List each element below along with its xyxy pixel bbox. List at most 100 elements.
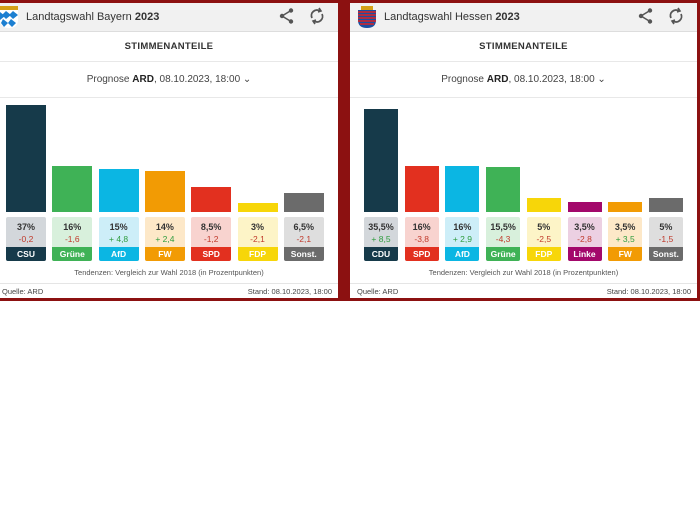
share-icon[interactable] — [278, 7, 296, 25]
party-name: FDP — [526, 247, 561, 261]
widget-title: Landtagswahl Hessen 2023 — [384, 11, 520, 23]
party-name: Grüne — [52, 247, 93, 261]
share-value: 5% — [659, 222, 673, 232]
party-name: FDP — [237, 247, 278, 261]
party-name: AfD — [445, 247, 480, 261]
bar-SPD — [191, 187, 232, 212]
party-name: Sonst. — [283, 247, 324, 261]
share-value: 5% — [537, 222, 551, 232]
change-value: -1,2 — [203, 234, 219, 244]
section-title: STIMMENANTEILE — [0, 32, 338, 62]
party-result-box: 6,5% -2,1 Sonst. — [283, 217, 324, 261]
bar-AfD — [98, 168, 139, 212]
share-value: 3% — [250, 222, 264, 232]
party-name: CDU — [364, 247, 398, 261]
results-chart: 35,5% + 8,5 CDU 16% -3,8 SPD 16% + 2,9 AfD 15,5% -… — [350, 103, 697, 263]
change-value: -0,2 — [18, 234, 34, 244]
source-label: Quelle: ARD — [357, 287, 399, 296]
party-name: Sonst. — [648, 247, 683, 261]
share-icon[interactable] — [637, 7, 655, 25]
change-value: + 4,8 — [109, 234, 129, 244]
widget-header: Landtagswahl Bayern 2023 — [0, 3, 338, 32]
bar-SPD — [404, 165, 439, 212]
party-result-box: 5% -1,5 Sonst. — [648, 217, 683, 261]
change-value: + 2,4 — [155, 234, 175, 244]
bavaria-crest-icon — [0, 6, 18, 28]
party-name: CSU — [6, 247, 46, 261]
hesse-crest-icon — [358, 6, 376, 28]
widget-title: Landtagswahl Bayern 2023 — [26, 11, 160, 23]
tendency-note: Tendenzen: Vergleich zur Wahl 2018 (in P… — [428, 268, 619, 277]
share-value: 35,5% — [368, 222, 394, 232]
party-result-box: 15,5% -4,3 Grüne — [486, 217, 521, 261]
change-value: -2,1 — [296, 234, 312, 244]
party-name: AfD — [98, 247, 139, 261]
stand-label: Stand: 08.10.2023, 18:00 — [247, 287, 332, 296]
bar-CDU — [364, 109, 398, 212]
party-result-box: 8,5% -1,2 SPD — [191, 217, 232, 261]
party-result-box: 16% -3,8 SPD — [404, 217, 439, 261]
bar-FDP — [237, 203, 278, 212]
bar-FW — [608, 201, 643, 212]
prognose-dropdown[interactable]: Prognose ARD, 08.10.2023, 18:00 ⌄ — [0, 62, 338, 98]
party-name: FW — [144, 247, 185, 261]
party-name: FW — [608, 247, 643, 261]
bar-CSU — [6, 104, 46, 212]
share-value: 16% — [63, 222, 82, 232]
bar-FDP — [526, 197, 561, 212]
refresh-icon[interactable] — [667, 7, 685, 25]
stand-label: Stand: 08.10.2023, 18:00 — [606, 287, 691, 296]
party-result-box: 37% -0,2 CSU — [6, 217, 46, 261]
chevron-down-icon: ⌄ — [242, 74, 252, 85]
change-value: -3,8 — [414, 234, 430, 244]
party-result-box: 5% -2,5 FDP — [526, 217, 561, 261]
share-value: 15,5% — [490, 222, 516, 232]
widget-header: Landtagswahl Hessen 2023 — [350, 3, 697, 32]
party-result-box: 15% + 4,8 AfD — [98, 217, 139, 261]
widget-footer: Quelle: ARD Stand: 08.10.2023, 18:00 — [350, 283, 697, 298]
refresh-icon[interactable] — [308, 7, 326, 25]
change-value: -2,5 — [536, 234, 552, 244]
change-value: + 8,5 — [371, 234, 391, 244]
bar-Linke — [567, 201, 602, 212]
widget-bayern: Landtagswahl Bayern 2023 STIMMENANTEILE … — [0, 3, 338, 298]
party-name: Grüne — [486, 247, 521, 261]
widget-footer: Quelle: ARD Stand: 08.10.2023, 18:00 — [0, 283, 338, 298]
share-value: 37% — [16, 222, 35, 232]
results-chart: 37% -0,2 CSU 16% -1,6 Grüne 15% + 4,8 AfD 14% + 2,… — [0, 103, 338, 263]
party-result-box: 14% + 2,4 FW — [144, 217, 185, 261]
tendency-note: Tendenzen: Vergleich zur Wahl 2018 (in P… — [74, 268, 264, 277]
share-value: 16% — [453, 222, 472, 232]
bar-Sonst. — [283, 193, 324, 212]
change-value: -4,3 — [495, 234, 511, 244]
chevron-down-icon: ⌄ — [597, 74, 606, 85]
change-value: + 2,9 — [452, 234, 472, 244]
party-result-box: 16% -1,6 Grüne — [52, 217, 93, 261]
share-value: 8,5% — [200, 222, 222, 232]
party-result-box: 3,5% -2,8 Linke — [567, 217, 602, 261]
share-value: 3,5% — [574, 222, 595, 232]
party-result-box: 3,5% + 3,5 FW — [608, 217, 643, 261]
change-value: -2,8 — [577, 234, 592, 244]
bar-Grüne — [486, 167, 521, 212]
change-value: -1,6 — [64, 234, 80, 244]
bar-FW — [144, 171, 185, 212]
share-value: 3,5% — [614, 222, 636, 232]
bar-Sonst. — [648, 197, 683, 212]
widget-hessen: Landtagswahl Hessen 2023 STIMMENANTEILE … — [350, 3, 697, 298]
party-name: SPD — [404, 247, 439, 261]
change-value: -1,5 — [658, 234, 674, 244]
party-result-box: 3% -2,1 FDP — [237, 217, 278, 261]
bar-Grüne — [52, 165, 93, 212]
party-name: Linke — [567, 247, 602, 261]
change-value: -2,1 — [250, 234, 265, 244]
source-label: Quelle: ARD — [2, 287, 44, 296]
party-name: SPD — [191, 247, 232, 261]
party-result-box: 35,5% + 8,5 CDU — [364, 217, 398, 261]
share-value: 14% — [155, 222, 174, 232]
change-value: + 3,5 — [615, 234, 635, 244]
prognose-dropdown[interactable]: Prognose ARD, 08.10.2023, 18:00 ⌄ — [350, 62, 697, 98]
section-title: STIMMENANTEILE — [350, 32, 697, 62]
share-value: 6,5% — [293, 222, 315, 232]
share-value: 15% — [109, 222, 128, 232]
